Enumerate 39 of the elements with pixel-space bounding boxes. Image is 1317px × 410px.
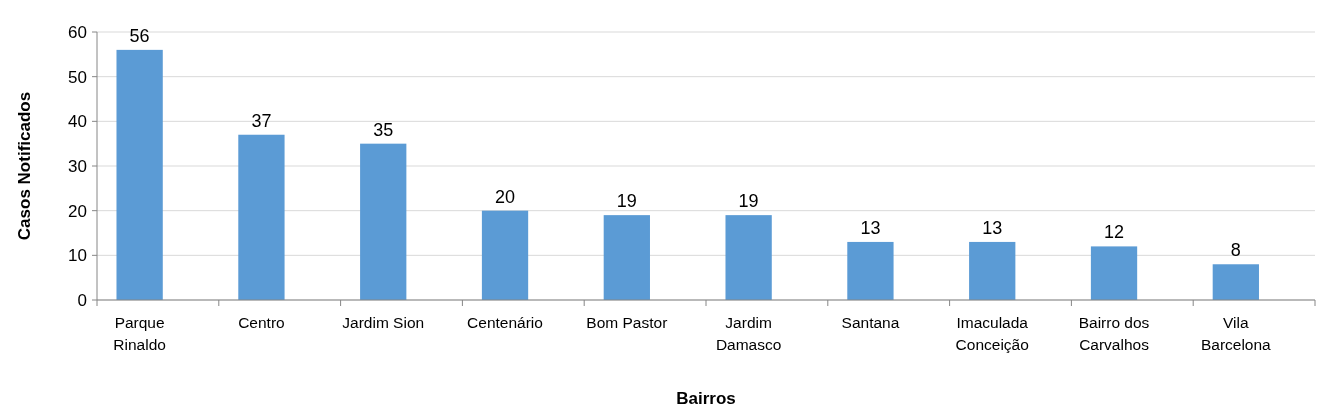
x-tick-label: Centenário <box>467 314 543 331</box>
y-tick-label: 50 <box>68 67 87 87</box>
x-tick-label: Imaculada Conceição <box>955 314 1029 353</box>
bar <box>847 241 894 300</box>
data-label: 56 <box>129 25 150 46</box>
x-tick-label: Santana <box>841 314 900 331</box>
y-tick-label: 20 <box>68 201 87 221</box>
data-label: 20 <box>495 186 516 207</box>
y-tick-label: 40 <box>68 112 87 132</box>
y-tick-label: 10 <box>68 246 87 266</box>
data-label: 13 <box>860 217 881 238</box>
bar <box>116 49 163 300</box>
x-tick-label: Vila Barcelona <box>1200 314 1272 353</box>
x-tick-label: Jardim Sion <box>342 314 425 331</box>
data-label: 13 <box>982 217 1003 238</box>
data-label: 19 <box>616 191 637 212</box>
bar <box>238 134 285 300</box>
bar <box>725 215 772 300</box>
x-axis-title: Bairros <box>676 389 736 408</box>
bar <box>1212 264 1259 300</box>
y-tick-label: 60 <box>68 22 87 42</box>
x-tick-label: Jardim Damasco <box>715 314 782 353</box>
y-axis-title: Casos Notificados <box>15 91 34 241</box>
data-label: 35 <box>373 119 394 140</box>
bar <box>603 215 650 300</box>
bar <box>360 143 407 300</box>
x-tick-label: Bairro dos Carvalhos <box>1078 314 1150 353</box>
x-tick-label: Centro <box>238 314 285 331</box>
y-tick-label: 0 <box>77 290 87 310</box>
bar <box>1090 246 1138 300</box>
data-label: 19 <box>738 191 759 212</box>
x-tick-label: Parque Rinaldo <box>113 314 166 353</box>
bar <box>481 210 529 300</box>
data-label: 8 <box>1230 240 1241 261</box>
y-tick-label: 30 <box>68 156 87 176</box>
data-label: 12 <box>1104 222 1125 243</box>
bar <box>969 241 1016 300</box>
x-tick-label: Bom Pastor <box>586 314 668 331</box>
data-label: 37 <box>251 110 272 131</box>
